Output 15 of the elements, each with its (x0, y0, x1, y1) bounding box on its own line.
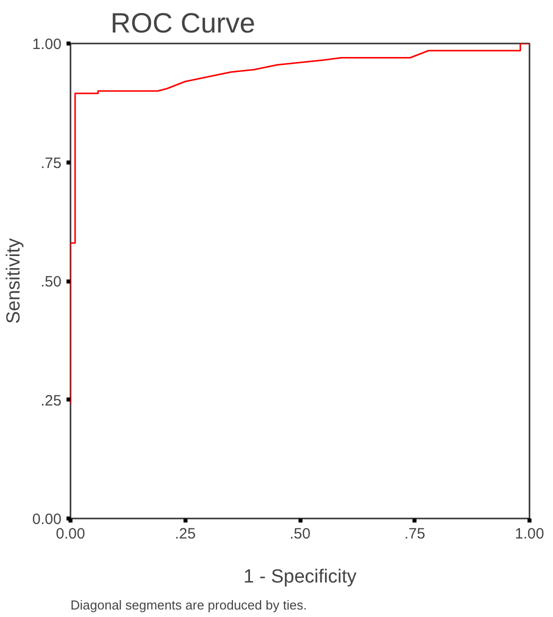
x-tick-label: .75 (404, 526, 426, 542)
x-tick-label: .50 (290, 526, 310, 542)
y-axis-title: Sensitivity (3, 238, 24, 324)
y-tick-label: .50 (40, 274, 62, 290)
x-tick-label: .25 (174, 526, 196, 542)
x-axis-title: 1 - Specificity (244, 566, 357, 588)
y-tick-label: .75 (40, 154, 62, 172)
line-series (70, 44, 530, 406)
text: Diagonal segments are produced by ties. (70, 598, 307, 612)
y-tick-label: 1.00 (32, 36, 62, 53)
chart-title: ROC Curve (110, 8, 256, 38)
x-tick-label: 1.00 (514, 526, 544, 542)
y-tick-label: .25 (40, 392, 62, 410)
y-tick-label: 0.00 (32, 511, 62, 528)
x-tick-label: 0.00 (56, 526, 86, 542)
